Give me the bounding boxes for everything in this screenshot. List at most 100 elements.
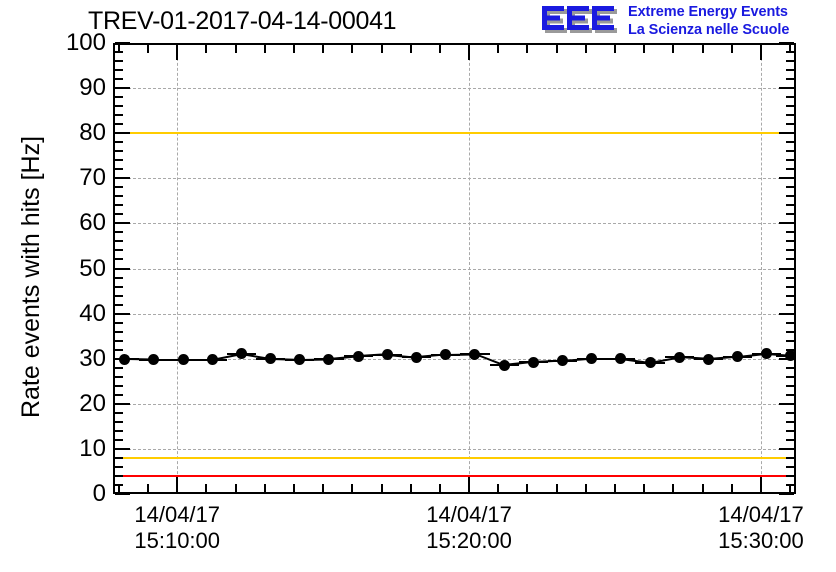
axis-tick (322, 484, 325, 492)
axis-tick (786, 159, 794, 162)
axis-tick (786, 168, 794, 171)
axis-tick (779, 402, 794, 405)
axis-tick (786, 114, 794, 117)
axis-tick (115, 339, 123, 342)
chart-title: TREV-01-2017-04-14-00041 (88, 7, 397, 35)
x-tick-label: 14/04/17 15:20:00 (389, 502, 549, 554)
axis-tick (786, 384, 794, 387)
axis-tick (730, 45, 733, 53)
axis-tick (779, 447, 794, 450)
x-tick-label-date: 14/04/17 (426, 502, 512, 527)
axis-tick (117, 484, 120, 492)
axis-tick (786, 186, 794, 189)
axis-tick (555, 484, 558, 492)
axis-tick (147, 45, 150, 53)
axis-tick (786, 285, 794, 288)
gridline-horizontal (113, 448, 796, 450)
axis-tick (115, 114, 123, 117)
axis-tick (234, 484, 237, 492)
axis-tick (115, 267, 130, 270)
axis-tick (115, 321, 123, 324)
axis-tick (759, 477, 762, 492)
data-point-marker (498, 359, 510, 371)
x-tick-label: 14/04/17 15:30:00 (681, 502, 836, 554)
axis-tick (786, 141, 794, 144)
axis-tick (786, 393, 794, 396)
gridline-horizontal (113, 358, 796, 360)
axis-tick (115, 303, 123, 306)
axis-tick (115, 132, 130, 135)
eee-logo-mark-icon (542, 6, 617, 33)
data-point-marker (469, 348, 481, 360)
gridline-horizontal (113, 88, 796, 90)
axis-tick (779, 87, 794, 90)
axis-tick (759, 45, 762, 60)
x-tick-label-time: 15:30:00 (718, 528, 804, 553)
axis-tick (115, 258, 123, 261)
axis-tick (115, 276, 123, 279)
axis-tick (786, 276, 794, 279)
axis-tick (115, 159, 123, 162)
y-tick-label: 100 (65, 29, 106, 56)
y-tick-label: 90 (79, 74, 106, 102)
axis-tick (115, 474, 123, 477)
axis-tick (786, 150, 794, 153)
axis-tick (786, 60, 794, 63)
axis-tick (584, 484, 587, 492)
axis-tick (786, 321, 794, 324)
axis-tick (115, 69, 123, 72)
axis-tick (779, 177, 794, 180)
axis-tick (322, 45, 325, 53)
axis-tick (786, 411, 794, 414)
y-tick-label: 30 (79, 344, 106, 372)
axis-tick (672, 484, 675, 492)
axis-tick (117, 45, 120, 53)
gridline-horizontal (113, 313, 796, 315)
x-tick-label-date: 14/04/17 (134, 502, 221, 527)
axis-tick (115, 402, 130, 405)
data-point-marker (206, 354, 218, 366)
threshold-line-upper-warning (113, 132, 796, 135)
axis-tick (115, 393, 123, 396)
axis-tick (614, 45, 617, 53)
data-point-marker (323, 353, 335, 365)
axis-tick (115, 465, 123, 468)
axis-tick (786, 429, 794, 432)
axis-tick (115, 420, 123, 423)
y-tick-label: 10 (79, 434, 106, 462)
gridline-horizontal (113, 178, 796, 180)
axis-tick (779, 222, 794, 225)
eee-logo-line1: Extreme Energy Events (628, 4, 788, 20)
axis-tick (701, 45, 704, 53)
axis-tick (115, 447, 130, 450)
axis-tick (526, 484, 529, 492)
axis-tick (786, 231, 794, 234)
axis-tick (438, 45, 441, 53)
axis-tick (779, 493, 794, 495)
axis-tick (115, 330, 123, 333)
threshold-line-lower-alarm (113, 474, 796, 477)
data-point-marker (615, 353, 627, 365)
axis-tick (786, 258, 794, 261)
axis-tick (779, 267, 794, 270)
axis-tick (468, 477, 471, 492)
axis-tick (115, 285, 123, 288)
axis-tick (526, 45, 529, 53)
gridline-vertical (760, 43, 762, 494)
axis-tick (292, 45, 295, 53)
axis-tick (701, 484, 704, 492)
y-tick-label: 0 (92, 480, 106, 507)
axis-tick (115, 348, 123, 351)
axis-tick (115, 141, 123, 144)
axis-tick (730, 484, 733, 492)
axis-tick (786, 375, 794, 378)
axis-tick (789, 45, 792, 53)
axis-tick (786, 303, 794, 306)
eee-logo: Extreme Energy Events La Scienza nelle S… (540, 2, 836, 42)
axis-tick (786, 78, 794, 81)
data-point-marker (673, 351, 685, 363)
axis-tick (643, 484, 646, 492)
axis-tick (115, 411, 123, 414)
x-tick-label-date: 14/04/17 (718, 502, 804, 527)
